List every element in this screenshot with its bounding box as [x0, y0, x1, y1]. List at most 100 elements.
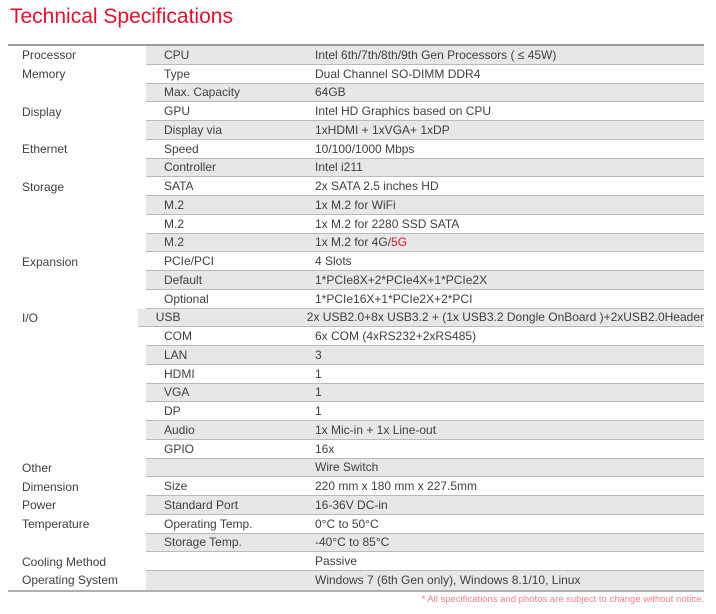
value-text: Intel HD Graphics based on CPU: [315, 104, 492, 119]
category-cell: Dimension: [8, 477, 146, 496]
spec-row: Power Standard Port 16-36V DC-in: [8, 496, 704, 515]
spec-row: Operating System Windows 7 (6th Gen only)…: [8, 571, 704, 590]
value-cell: 1*PCIe16X+1*PCIe2X+2*PCI: [313, 290, 704, 308]
category-cell: [8, 158, 146, 178]
spec-row: M.2 1x M.2 for 2280 SSD SATA: [8, 214, 704, 234]
spec-row: Default 1*PCIe8X+2*PCIe4X+1*PCIe2X: [8, 271, 704, 290]
value-text: 1: [315, 385, 322, 400]
value-text: 4 Slots: [315, 254, 352, 269]
row-detail: USB 2x USB2.0+8x USB3.2 + (1x USB3.2 Dong…: [137, 308, 704, 328]
category-cell: [8, 533, 146, 553]
item-cell: CPU: [164, 47, 190, 62]
value-text: 1: [315, 366, 322, 381]
value-cell: 1: [313, 365, 704, 383]
row-detail: Max. Capacity 64GB: [146, 83, 704, 103]
category-cell: [8, 233, 146, 253]
item-cell: M.2: [164, 216, 185, 231]
category-cell: [8, 383, 146, 403]
value-text: 1: [315, 404, 322, 419]
item-cell: [146, 571, 313, 590]
row-detail: VGA 1: [146, 383, 704, 403]
value-text: 16-36V DC-in: [315, 497, 388, 512]
value-cell: -40°C to 85°C: [313, 534, 704, 552]
value-cell: 64GB: [313, 84, 704, 102]
value-text: 1x M.2 for WiFi: [315, 197, 396, 212]
spec-row: Temperature Operating Temp. 0°C to 50°C: [8, 514, 704, 534]
spec-row: Other Wire Switch: [8, 458, 704, 478]
value-cell: 1x Mic-in + 1x Line-out: [313, 421, 704, 439]
category-cell: Display: [8, 102, 146, 121]
spec-row: Dimension Size 220 mm x 180 mm x 227.5mm: [8, 477, 704, 496]
row-detail: PCIe/PCI 4 Slots: [146, 252, 704, 271]
value-text: 10/100/1000 Mbps: [315, 141, 415, 156]
row-detail: Operating Temp. 0°C to 50°C: [146, 514, 704, 534]
row-detail: Type Dual Channel SO-DIMM DDR4: [146, 64, 704, 84]
spec-row: Optional 1*PCIe16X+1*PCIe2X+2*PCI: [8, 289, 704, 309]
spec-row: I/O USB 2x USB2.0+8x USB3.2 + (1x USB3.2 D…: [8, 308, 704, 328]
spec-row: HDMI 1: [8, 364, 704, 384]
value-cell: Wire Switch: [313, 459, 704, 477]
spec-row: COM 6x COM (4xRS232+2xRS485): [8, 327, 704, 346]
value-cell: 1: [313, 402, 704, 420]
row-detail: HDMI 1: [146, 364, 704, 384]
row-detail: Wire Switch: [146, 458, 704, 478]
value-text: 1x M.2 for 4G/: [315, 235, 392, 250]
page-title: Technical Specifications: [10, 5, 233, 28]
value-text: 64GB: [315, 85, 346, 100]
category-cell: Cooling Method: [8, 552, 146, 571]
spec-row: Max. Capacity 64GB: [8, 83, 704, 103]
value-text: Windows 7 (6th Gen only), Windows 8.1/10…: [315, 573, 581, 588]
category-cell: [8, 327, 146, 346]
value-text: 0°C to 50°C: [315, 516, 379, 531]
category-cell: [8, 271, 146, 290]
value-text: 16x: [315, 441, 335, 456]
row-detail: M.2 1x M.2 for WiFi: [146, 196, 704, 215]
value-cell: 1: [313, 384, 704, 402]
item-cell: DP: [164, 404, 181, 419]
row-detail: Audio 1x Mic-in + 1x Line-out: [146, 421, 704, 440]
value-cell: 220 mm x 180 mm x 227.5mm: [313, 477, 704, 495]
footnote: * All specifications and photos are subj…: [421, 594, 704, 605]
value-text: 1xHDMI + 1xVGA+ 1xDP: [315, 122, 450, 137]
item-cell: Audio: [164, 422, 195, 437]
value-cell: 6x COM (4xRS232+2xRS485): [313, 327, 704, 345]
row-detail: GPIO 16x: [146, 439, 704, 459]
category-cell: Ethernet: [8, 139, 146, 159]
spec-row: Memory Type Dual Channel SO-DIMM DDR4: [8, 64, 704, 84]
row-detail: Controller Intel i211: [146, 158, 704, 178]
value-text: Wire Switch: [315, 460, 379, 475]
spec-row: Ethernet Speed 10/100/1000 Mbps: [8, 139, 704, 159]
value-cell: 0°C to 50°C: [313, 515, 704, 533]
value-text: 1*PCIe8X+2*PCIe4X+1*PCIe2X: [315, 272, 488, 287]
value-cell: 16x: [313, 440, 704, 458]
item-cell: Display via: [164, 122, 223, 137]
item-cell: GPU: [164, 104, 191, 119]
value-text: 3: [315, 347, 322, 362]
row-detail: Passive: [146, 552, 704, 571]
value-cell: 10/100/1000 Mbps: [313, 140, 704, 158]
category-cell: [8, 364, 146, 384]
category-cell: Storage: [8, 177, 146, 196]
item-cell: Type: [164, 66, 191, 81]
spec-row: Audio 1x Mic-in + 1x Line-out: [8, 421, 704, 440]
value-text: 1x Mic-in + 1x Line-out: [315, 422, 437, 437]
value-cell: 4 Slots: [313, 252, 704, 270]
item-cell: Controller: [164, 160, 217, 175]
row-detail: Windows 7 (6th Gen only), Windows 8.1/10…: [146, 571, 704, 590]
row-detail: Default 1*PCIe8X+2*PCIe4X+1*PCIe2X: [146, 271, 704, 290]
category-cell: Power: [8, 496, 146, 515]
item-cell: Optional: [164, 291, 209, 306]
row-detail: GPU Intel HD Graphics based on CPU: [146, 102, 704, 121]
item-cell: Standard Port: [164, 497, 239, 512]
value-cell: Passive: [313, 552, 704, 570]
category-cell: I/O: [8, 308, 138, 328]
spec-row: VGA 1: [8, 383, 704, 403]
value-cell: 1*PCIe8X+2*PCIe4X+1*PCIe2X: [313, 271, 704, 289]
value-cell: 2x USB2.0+8x USB3.2 + (1x USB3.2 Dongle …: [305, 309, 704, 327]
item-cell: Max. Capacity: [164, 85, 241, 100]
item-cell: M.2: [164, 235, 185, 250]
item-cell: [146, 459, 313, 477]
item-cell: HDMI: [164, 366, 195, 381]
spec-table: Processor CPU Intel 6th/7th/8th/9th Gen Pr…: [8, 44, 704, 592]
item-cell: COM: [164, 329, 192, 344]
